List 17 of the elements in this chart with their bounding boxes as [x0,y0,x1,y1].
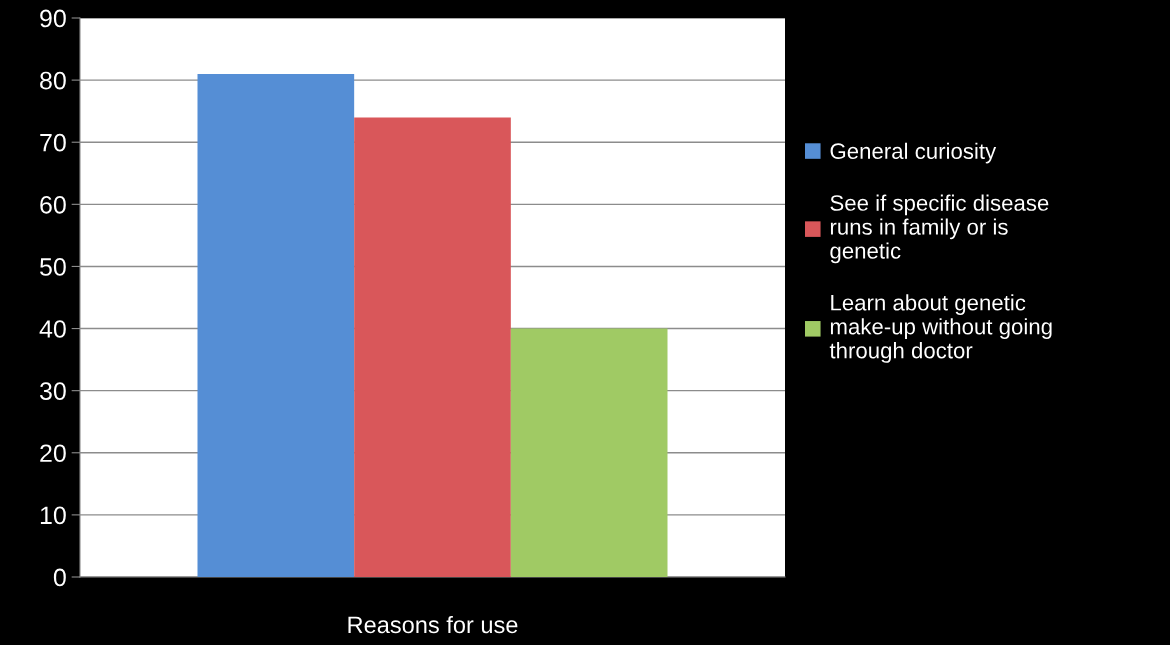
y-tick-label: 70 [40,133,66,152]
x-tick-label: Reasons for use [348,615,518,634]
y-tick-label: 30 [39,382,66,400]
legend-label: Learn about genetic make-up without going through doctor [829,294,1052,363]
bar [354,117,511,577]
legend-label: General curiosity [830,142,997,164]
y-tick-label: 80 [40,71,66,90]
y-tick-label: 60 [40,195,66,214]
bar [197,73,355,577]
y-tick-label: 10 [40,506,66,525]
legend-label: See if specific disease runs in family or is genetic [830,194,1049,264]
y-tick-label: 90 [40,9,66,28]
y-tick-label: 20 [40,444,66,463]
y-tick-label: 40 [39,320,66,338]
bar [510,328,668,577]
y-tick-label: 0 [53,568,66,587]
y-tick-label: 50 [40,258,66,276]
